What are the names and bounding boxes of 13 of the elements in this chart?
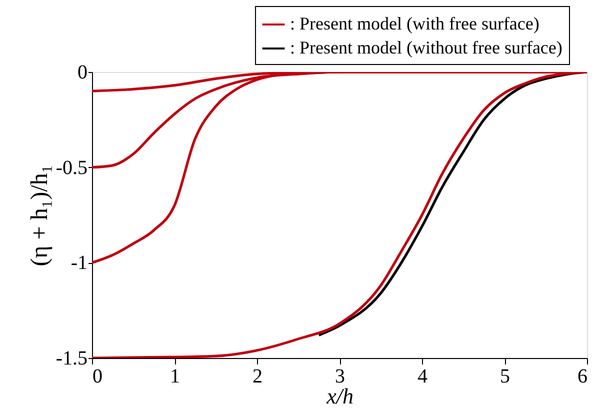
x-tick-label: 0 <box>92 366 102 388</box>
legend-label: : Present model (with free surface) <box>290 14 540 34</box>
y-tick-label: 0 <box>78 62 88 84</box>
y-axis-title: (η + h₁)/h₁ <box>26 164 53 266</box>
legend-label: : Present model (without free surface) <box>290 38 562 58</box>
x-tick-label: 6 <box>578 366 588 388</box>
y-tick-label: -0.5 <box>56 156 88 179</box>
y-tick-label: -1.5 <box>56 348 88 370</box>
x-tick-label: 4 <box>418 366 428 388</box>
x-tick-label: 1 <box>170 366 180 388</box>
y-tick-label: -1 <box>70 252 88 274</box>
x-tick-label: 2 <box>252 366 262 388</box>
x-tick-label: 5 <box>500 366 510 388</box>
